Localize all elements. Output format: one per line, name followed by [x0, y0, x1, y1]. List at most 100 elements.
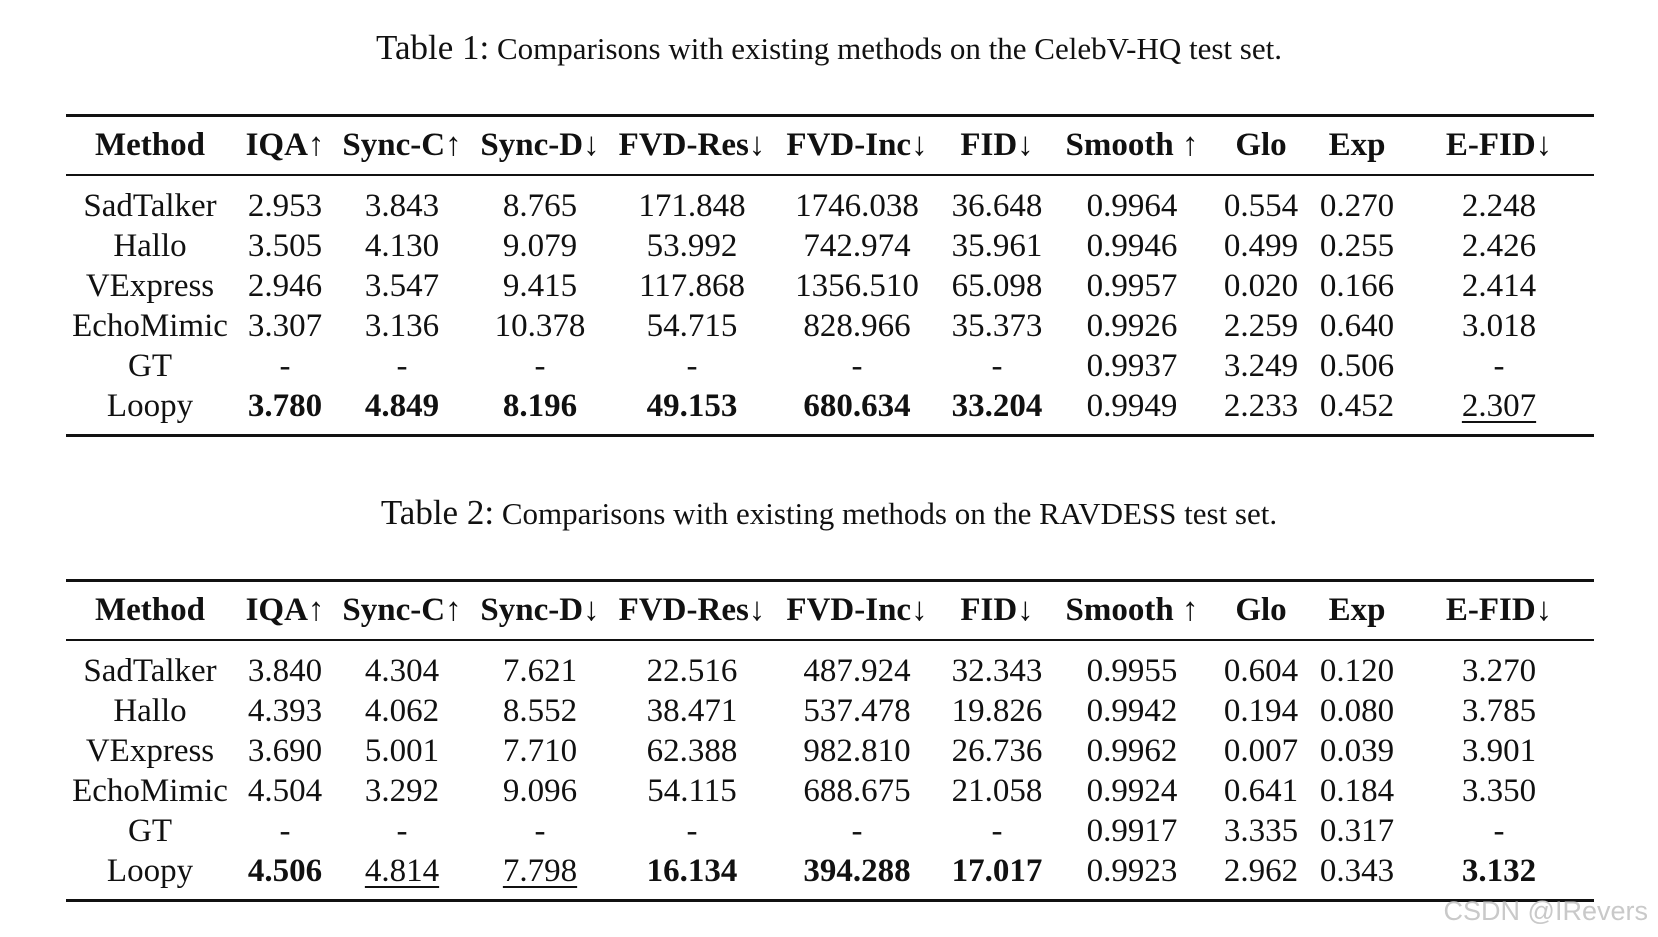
metric-cell: 3.307	[247, 308, 323, 344]
table-header-row: Method IQA↑ Sync-C↑ Sync-D↓ FVD-Res↓ FVD-Inc↓…	[66, 115, 1594, 175]
table-1: Method IQA↑ Sync-C↑ Sync-D↓ FVD-Res↓ FVD-Inc↓…	[66, 114, 1594, 437]
metric-cell: 3.018	[1461, 308, 1537, 344]
column-header: FVD-Inc↓	[786, 127, 928, 163]
metric-cell: 36.648	[951, 188, 1043, 224]
column-header: Sync-C↑	[342, 127, 462, 163]
metric-cell: 4.506	[247, 853, 323, 889]
table-2-caption-text: Comparisons with existing methods on the…	[501, 496, 1278, 531]
metric-cell: 35.373	[951, 308, 1043, 344]
method-name-cell: VExpress	[85, 268, 215, 304]
metric-cell: 26.736	[951, 733, 1043, 769]
metric-cell: 32.343	[951, 653, 1043, 689]
metric-cell: 2.946	[247, 268, 323, 304]
metric-cell: 62.388	[646, 733, 738, 769]
metric-cell: 4.849	[364, 388, 440, 424]
metric-cell: 3.901	[1461, 733, 1537, 769]
metric-cell: -	[851, 348, 863, 384]
metric-cell: 0.007	[1223, 733, 1299, 769]
metric-cell: 0.452	[1319, 388, 1395, 424]
table-row: EchoMimic 3.307 3.136 10.378 54.715 828.966 35…	[66, 306, 1594, 346]
metric-cell: 3.132	[1461, 853, 1537, 889]
metric-cell: 3.690	[247, 733, 323, 769]
column-header: Sync-D↓	[480, 592, 600, 628]
table-row: EchoMimic 4.504 3.292 9.096 54.115 688.675 21.…	[66, 771, 1594, 811]
metric-cell: 0.499	[1223, 228, 1299, 264]
table-2-grid: Method IQA↑ Sync-C↑ Sync-D↓ FVD-Res↓ FVD-Inc↓…	[66, 579, 1594, 902]
metric-cell: 487.924	[803, 653, 911, 689]
metric-cell: 1356.510	[795, 268, 919, 304]
metric-cell: 8.552	[502, 693, 578, 729]
metric-cell: 0.080	[1319, 693, 1395, 729]
table-row: SadTalker 3.840 4.304 7.621 22.516 487.924 32.…	[66, 640, 1594, 691]
metric-cell: 54.115	[647, 773, 737, 809]
table-1-label: Table 1:	[376, 28, 490, 67]
metric-cell: -	[534, 813, 546, 849]
column-header: FVD-Res↓	[618, 127, 766, 163]
metric-cell: 3.785	[1461, 693, 1537, 729]
metric-cell: 7.710	[502, 733, 578, 769]
metric-cell: 0.317	[1319, 813, 1395, 849]
metric-cell: 3.249	[1223, 348, 1299, 384]
table-2: Method IQA↑ Sync-C↑ Sync-D↓ FVD-Res↓ FVD-Inc↓…	[66, 579, 1594, 902]
table-row: GT - - - - - - 0.9917 3.335 0.317 -	[66, 811, 1594, 851]
metric-cell: 9.415	[502, 268, 578, 304]
metric-cell: -	[991, 348, 1003, 384]
column-header: FVD-Res↓	[618, 592, 766, 628]
table-1-caption-text: Comparisons with existing methods on the…	[496, 31, 1282, 66]
metric-cell: -	[396, 813, 408, 849]
metric-cell: 0.270	[1319, 188, 1395, 224]
table-header-row: Method IQA↑ Sync-C↑ Sync-D↓ FVD-Res↓ FVD-Inc↓…	[66, 580, 1594, 640]
metric-cell: 21.058	[951, 773, 1043, 809]
column-header: Glo	[1235, 127, 1287, 163]
metric-cell: 16.134	[646, 853, 738, 889]
method-name-cell: GT	[128, 813, 172, 849]
table-row: VExpress 2.946 3.547 9.415 117.868 1356.510 65…	[66, 266, 1594, 306]
metric-cell: -	[686, 813, 698, 849]
metric-cell: 0.166	[1319, 268, 1395, 304]
metric-cell: 0.9946	[1086, 228, 1178, 264]
metric-cell: 9.096	[502, 773, 578, 809]
metric-cell: 3.547	[364, 268, 440, 304]
method-name-cell: GT	[128, 348, 172, 384]
table-1-caption: Table 1: Comparisons with existing metho…	[0, 28, 1658, 69]
metric-cell: 2.962	[1223, 853, 1299, 889]
metric-cell: 54.715	[646, 308, 738, 344]
column-header: E-FID↓	[1445, 592, 1553, 628]
metric-cell: 0.9957	[1086, 268, 1178, 304]
metric-cell: 0.343	[1319, 853, 1395, 889]
metric-cell: 171.848	[638, 188, 746, 224]
method-name-cell: SadTalker	[83, 188, 217, 224]
metric-cell: 35.961	[951, 228, 1043, 264]
column-header: Method	[95, 592, 205, 628]
metric-cell: 9.079	[502, 228, 578, 264]
metric-cell: -	[534, 348, 546, 384]
metric-cell: -	[279, 348, 291, 384]
method-name-cell: EchoMimic	[72, 308, 228, 344]
metric-cell: 0.9924	[1086, 773, 1178, 809]
metric-cell: 4.130	[364, 228, 440, 264]
metric-cell: 0.184	[1319, 773, 1395, 809]
metric-cell: 4.814	[364, 853, 440, 889]
metric-cell: 688.675	[803, 773, 911, 809]
metric-cell: 0.506	[1319, 348, 1395, 384]
column-header: Glo	[1235, 592, 1287, 628]
metric-cell: 3.335	[1223, 813, 1299, 849]
metric-cell: 49.153	[646, 388, 738, 424]
metric-cell: 0.9926	[1086, 308, 1178, 344]
metric-cell: 0.9937	[1086, 348, 1178, 384]
column-header: IQA↑	[245, 127, 325, 163]
metric-cell: 4.062	[364, 693, 440, 729]
metric-cell: -	[1493, 348, 1505, 384]
table-2-label: Table 2:	[380, 493, 495, 532]
metric-cell: -	[396, 348, 408, 384]
metric-cell: 982.810	[803, 733, 911, 769]
metric-cell: 537.478	[803, 693, 911, 729]
table-row: SadTalker 2.953 3.843 8.765 171.848 1746.038 3…	[66, 175, 1594, 226]
metric-cell: 2.248	[1461, 188, 1537, 224]
metric-cell: 2.426	[1461, 228, 1537, 264]
table-row: Loopy 3.780 4.849 8.196 49.153 680.634 33.204 0…	[66, 386, 1594, 436]
metric-cell: 3.270	[1461, 653, 1537, 689]
column-header: Smooth ↑	[1065, 127, 1199, 163]
metric-cell: 0.255	[1319, 228, 1395, 264]
method-name-cell: EchoMimic	[72, 773, 228, 809]
